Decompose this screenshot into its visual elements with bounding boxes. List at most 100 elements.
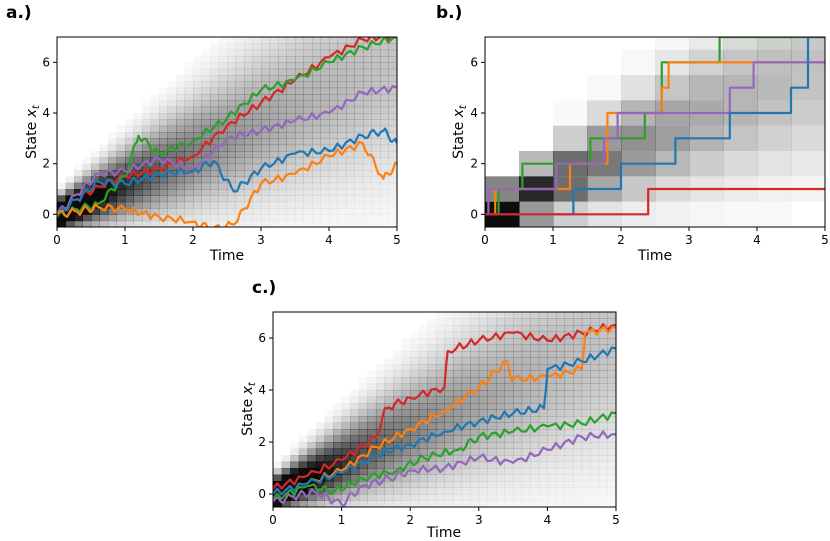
panel-c-heat-cell — [384, 500, 394, 507]
panel-a-heat-cell — [363, 62, 372, 70]
panel-a-heat-cell — [159, 220, 168, 227]
panel-a-heat-cell — [337, 176, 347, 184]
panel-c-heat-cell — [581, 351, 591, 358]
panel-a-heat-cell — [363, 170, 372, 177]
panel-c-heat-cell — [487, 422, 497, 430]
panel-c-heat-cell — [435, 377, 445, 384]
panel-c-heat-cell — [487, 331, 497, 339]
panel-c-heat-cell — [513, 487, 523, 495]
panel-c-heat-cell — [530, 390, 540, 397]
panel-a-heat-cell — [278, 56, 287, 63]
panel-c-heat-cell — [435, 494, 445, 501]
panel-a-heat-cell — [184, 176, 194, 184]
panel-c-heat-cell — [521, 461, 531, 469]
panel-c-heat-cell — [453, 383, 463, 391]
panel-c-heat-cell — [590, 448, 600, 456]
panel-a-heat-cell — [201, 68, 211, 76]
panel-c-heat-cell — [573, 435, 583, 443]
panel-a-heat-cell — [159, 157, 168, 165]
panel-a-heat-cell — [337, 87, 347, 95]
panel-b-heat-cell — [757, 202, 792, 227]
panel-c-heat-cell — [341, 422, 351, 430]
panel-c-heat-cell — [495, 455, 506, 462]
panel-c-heat-cell — [427, 370, 437, 378]
panel-a-heat-cell — [346, 151, 355, 158]
panel-c-heat-cell — [350, 487, 360, 495]
panel-c-heat-cell — [341, 416, 351, 423]
panel-c-heat-cell — [504, 403, 514, 410]
panel-a-heat-cell — [303, 163, 313, 171]
panel-c-heat-cell — [384, 422, 394, 430]
panel-c-heat-cell — [384, 396, 394, 404]
panel-a-heat-cell — [125, 189, 134, 196]
panel-a-heat-cell — [286, 94, 296, 101]
panel-a-heat-cell — [176, 87, 185, 95]
panel-a-heat-cell — [329, 189, 338, 196]
panel-c-heat-cell — [590, 455, 600, 462]
panel-a-heat-cell — [252, 163, 262, 171]
panel-a-heat-cell — [167, 138, 177, 146]
panel-c-heat-cell — [513, 461, 523, 469]
panel-c-heat-cell — [315, 500, 325, 507]
panel-c-heat-cell — [530, 422, 540, 430]
panel-c-heat-cell — [598, 481, 608, 488]
panel-c-heat-cell — [487, 377, 497, 384]
panel-a-heat-cell — [321, 221, 330, 228]
panel-a-heat-cell — [116, 214, 126, 222]
panel-a-heat-cell — [371, 81, 381, 89]
panel-a-heat-cell — [150, 132, 160, 139]
panel-a-heat-cell — [354, 106, 364, 114]
panel-c-heat-cell — [581, 396, 591, 404]
panel-a-heat-cell — [142, 214, 151, 222]
panel-a-heat-cell — [218, 56, 228, 63]
panel-c-heat-cell — [410, 344, 420, 352]
panel-a-heat-cell — [320, 163, 330, 171]
panel-a-heat-cell — [193, 201, 202, 209]
panel-a-heat-cell — [91, 163, 100, 171]
panel-c-heat-cell — [470, 351, 480, 358]
panel-a-xtick-label: 5 — [393, 233, 401, 247]
panel-c-heat-cell — [435, 364, 445, 371]
panel-c-heat-cell — [607, 429, 616, 436]
panel-c-heat-cell — [478, 357, 488, 365]
panel-c-heat-cell — [375, 448, 385, 456]
panel-c-heat-cell — [478, 351, 488, 358]
panel-a-heat-cell — [252, 43, 262, 51]
panel-a-heat-cell — [57, 195, 66, 203]
panel-c-heat-cell — [573, 383, 583, 391]
panel-a-xtick-label: 4 — [325, 233, 333, 247]
panel-a-heat-cell — [159, 144, 168, 152]
panel-a-heat-cell — [295, 125, 304, 133]
panel-a-heat-cell — [320, 170, 330, 177]
panel-a-heat-cell — [116, 151, 126, 158]
panel-c-heat-cell — [607, 435, 616, 443]
panel-c-heat-cell — [298, 461, 308, 469]
panel-a-heat-cell — [252, 195, 262, 203]
panel-a-heat-cell — [125, 132, 134, 139]
panel-c-heat-cell — [384, 468, 394, 475]
panel-b-ytick-label: 2 — [470, 157, 478, 171]
panel-a-heat-cell — [142, 220, 151, 227]
panel-c-heat-cell — [436, 312, 445, 319]
panel-c-heat-cell — [573, 403, 583, 410]
panel-c-heat-cell — [530, 481, 540, 488]
panel-a-heat-cell — [116, 132, 126, 139]
panel-a-heat-cell — [99, 157, 109, 165]
panel-a-heat-cell — [201, 87, 211, 95]
panel-a-heat-cell — [329, 201, 338, 209]
panel-c-heat-cell — [581, 403, 591, 410]
panel-c-heat-cell — [435, 500, 445, 507]
panel-a-heat-cell — [150, 151, 160, 158]
panel-c-heat-cell — [384, 358, 393, 365]
panel-a-heat-cell — [201, 176, 211, 184]
panel-c-heat-cell — [573, 429, 583, 436]
panel-c-heat-cell — [358, 435, 368, 443]
panel-a-heat-cell — [142, 100, 151, 107]
panel-c-heat-cell — [478, 474, 488, 482]
panel-c-heat-cell — [555, 442, 566, 449]
panel-a-heat-cell — [65, 214, 75, 222]
panel-c-heat-cell — [521, 403, 531, 410]
panel-c-heat-cell — [487, 390, 497, 397]
panel-a-heat-cell — [388, 37, 397, 44]
panel-a-ytick-label: 4 — [42, 106, 50, 120]
